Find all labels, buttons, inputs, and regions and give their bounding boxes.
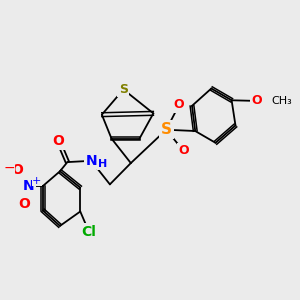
Text: H: H: [98, 159, 107, 169]
Text: N: N: [85, 154, 97, 168]
Text: O: O: [174, 98, 184, 111]
Text: O: O: [19, 197, 31, 211]
Text: O: O: [11, 163, 23, 177]
Text: O: O: [52, 134, 64, 148]
Text: N: N: [23, 179, 34, 193]
Text: S: S: [119, 83, 128, 96]
Text: O: O: [251, 94, 262, 107]
Text: CH₃: CH₃: [272, 96, 292, 106]
Text: −: −: [3, 161, 15, 175]
Text: Cl: Cl: [82, 225, 96, 239]
Text: S: S: [161, 122, 172, 137]
Text: O: O: [178, 144, 189, 157]
Text: +: +: [32, 176, 41, 186]
